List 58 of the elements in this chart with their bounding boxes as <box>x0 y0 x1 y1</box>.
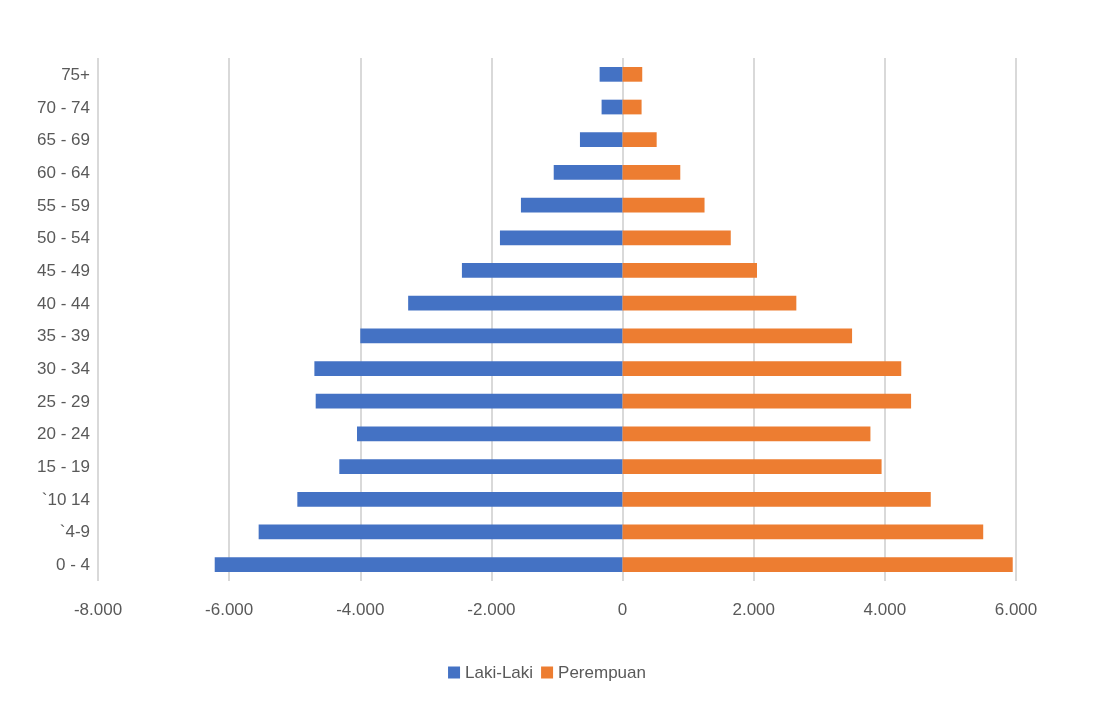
y-tick-label: 60 - 64 <box>37 162 90 182</box>
bar <box>622 99 642 115</box>
y-tick-label: `4-9 <box>59 522 90 542</box>
bar <box>622 361 902 376</box>
bar <box>258 524 623 540</box>
bar <box>297 491 623 507</box>
y-tick-label: 0 - 4 <box>55 555 90 575</box>
y-tick-label: 40 - 44 <box>37 293 90 313</box>
bar <box>339 459 623 474</box>
bar <box>622 524 984 540</box>
bar <box>315 393 623 409</box>
bar <box>360 328 623 344</box>
bar <box>314 361 623 376</box>
x-tick-label: 2.000 <box>732 600 775 619</box>
y-tick-label: `10 14 <box>41 489 90 509</box>
y-tick-label: 65 - 69 <box>37 130 90 150</box>
y-tick-label: 70 - 74 <box>37 97 90 117</box>
y-tick-label: 25 - 29 <box>37 391 90 411</box>
bar <box>622 426 871 442</box>
legend-label: Laki-Laki <box>465 663 534 682</box>
bar <box>622 459 882 474</box>
bar <box>622 263 757 278</box>
bar <box>579 132 623 148</box>
bar <box>599 66 623 82</box>
bar <box>601 99 623 115</box>
bar <box>622 165 681 180</box>
bar <box>622 197 705 213</box>
bar <box>622 230 731 246</box>
x-tick-label: 6.000 <box>994 600 1038 619</box>
y-tick-label: 20 - 24 <box>37 424 90 444</box>
x-tick-label: 0 <box>617 600 628 619</box>
y-tick-label: 55 - 59 <box>37 195 90 215</box>
y-tick-label: 15 - 19 <box>37 457 90 477</box>
legend-label: Perempuan <box>558 663 646 682</box>
y-tick-label: 75+ <box>61 64 91 84</box>
bar <box>499 230 623 246</box>
y-tick-label: 30 - 34 <box>37 359 90 379</box>
y-tick-label: 45 - 49 <box>37 260 90 280</box>
y-tick-label: 35 - 39 <box>37 326 90 346</box>
bar <box>622 393 912 409</box>
bar <box>553 165 623 180</box>
bar <box>622 132 657 148</box>
x-tick-label: -6.000 <box>205 600 254 619</box>
bar <box>622 66 643 82</box>
x-tick-label: -2.000 <box>467 600 516 619</box>
bar <box>622 328 853 344</box>
bar <box>520 197 623 213</box>
bar <box>622 295 797 311</box>
x-tick-label: -4.000 <box>336 600 385 619</box>
bar <box>214 557 623 573</box>
bar <box>357 426 623 442</box>
x-tick-label: -8.000 <box>73 600 123 619</box>
bar <box>622 491 931 507</box>
x-tick-label: 4.000 <box>863 600 907 619</box>
y-tick-label: 50 - 54 <box>37 228 90 248</box>
bar <box>408 295 623 311</box>
bar <box>622 557 1013 573</box>
bar <box>461 263 623 278</box>
